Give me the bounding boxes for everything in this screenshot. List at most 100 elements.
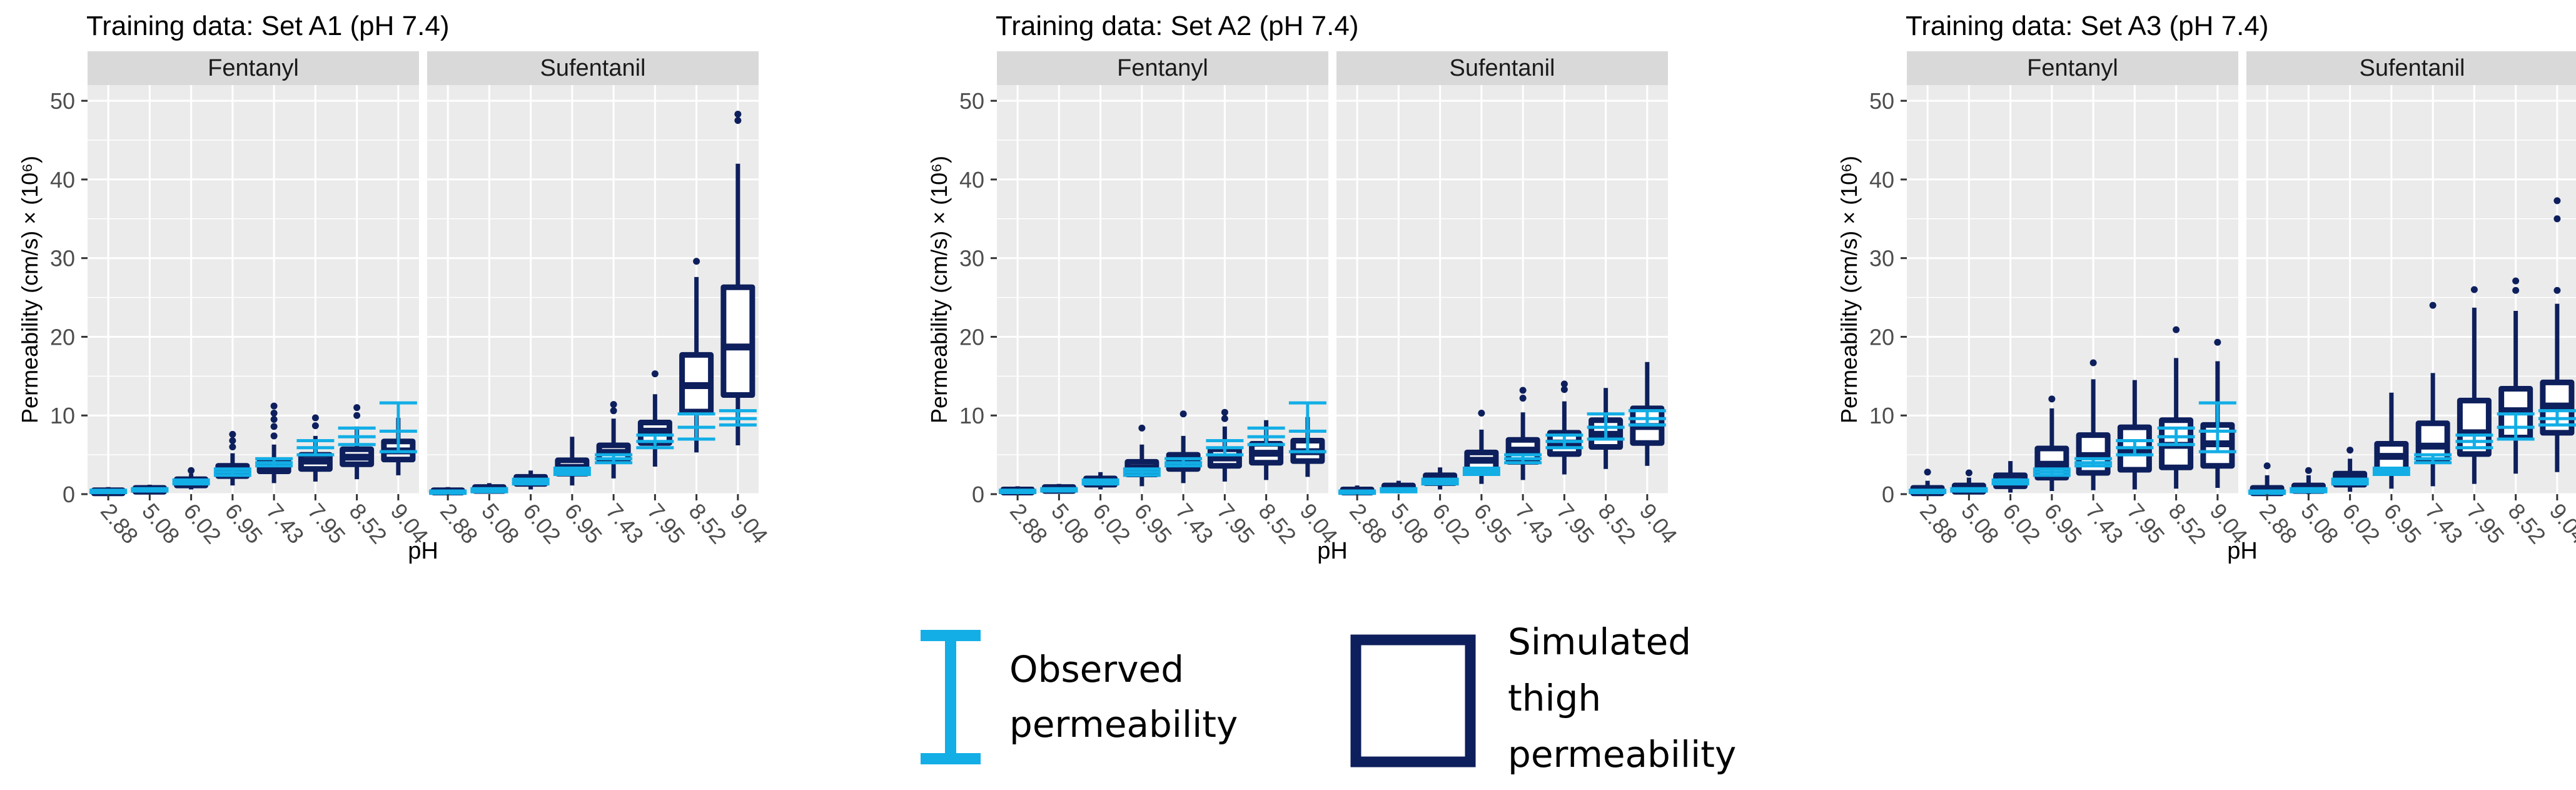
sim-outlier: [1519, 387, 1527, 394]
facet-label: Sufentanil: [540, 55, 645, 81]
chart-3: Training data: Set A3 (pH 7.4) Permeabili…: [1836, 11, 2576, 564]
chart-title: Training data: Set A3 (pH 7.4): [1906, 11, 2268, 41]
sim-outlier: [1138, 424, 1146, 432]
chart-title: Training data: Set A1 (pH 7.4): [86, 11, 449, 41]
y-tick-label: 30: [1869, 246, 1894, 271]
x-tick-label: 8.52: [2503, 499, 2550, 549]
sim-outlier: [1221, 415, 1228, 422]
x-axis-label: pH: [1317, 538, 1348, 564]
facet-strip: [997, 51, 1328, 85]
x-tick-label: 2.88: [1345, 499, 1392, 549]
x-tick-label: 5.08: [1046, 499, 1094, 549]
y-tick-label: 50: [959, 88, 984, 114]
x-tick-label: 6.02: [178, 499, 226, 549]
y-tick-label: 40: [959, 167, 984, 193]
sim-outlier: [2553, 215, 2561, 223]
sim-outlier: [270, 409, 278, 417]
x-tick-label: 5.08: [477, 499, 524, 549]
x-tick-label: 2.88: [435, 499, 483, 549]
x-tick-label: 7.95: [1552, 499, 1599, 549]
y-tick-label: 20: [959, 324, 984, 350]
y-tick-label: 20: [50, 324, 75, 350]
y-tick-label: 10: [50, 403, 75, 428]
sim-outlier: [270, 416, 278, 423]
sim-outlier: [1478, 409, 1485, 417]
facet-sufentanil: Sufentanil 2.885.086.026.957.437.958.529.…: [427, 51, 773, 549]
sim-outlier: [610, 407, 617, 415]
x-tick-label: 7.95: [2122, 499, 2169, 549]
sim-outlier: [188, 467, 195, 474]
sim-outlier: [311, 414, 319, 422]
x-tick-label: 7.95: [642, 499, 690, 549]
panel-background: [997, 85, 1328, 494]
y-axis-label: Permeability (cm/s) × (10⁶): [926, 156, 952, 423]
sim-box: [720, 284, 755, 398]
sim-outlier: [2048, 395, 2056, 403]
sim-outlier: [353, 412, 361, 419]
sim-outlier: [1221, 408, 1228, 416]
x-tick-label: 7.43: [1510, 499, 1558, 549]
facet-label: Fentanyl: [208, 55, 299, 81]
sim-outlier: [2553, 286, 2561, 294]
legend: Observed permeability Simulated thigh pe…: [921, 620, 1736, 776]
facet-label: Fentanyl: [2027, 55, 2118, 81]
y-tick-label: 0: [1882, 482, 1894, 507]
x-tick-label: 7.95: [303, 499, 350, 549]
x-tick-label: 6.02: [1427, 499, 1475, 549]
y-tick-label: 40: [1869, 167, 1894, 193]
x-tick-label: 7.43: [261, 499, 309, 549]
x-tick-label: 5.08: [137, 499, 184, 549]
facet-strip: [2246, 51, 2576, 85]
sim-outlier: [2512, 286, 2520, 294]
x-tick-label: 6.95: [2039, 499, 2087, 549]
y-tick-label: 30: [959, 246, 984, 271]
sim-outlier: [2263, 462, 2271, 470]
legend-simulated-symbol: [1350, 634, 1476, 767]
sim-outlier: [2173, 326, 2180, 333]
facet-strip: [88, 51, 419, 85]
chart-2: Training data: Set A2 (pH 7.4) Permeabili…: [926, 11, 1682, 564]
y-tick-label: 10: [1869, 403, 1894, 428]
x-tick-label: 9.04: [725, 499, 773, 549]
legend-simulated-line2: thigh: [1508, 677, 1601, 719]
sim-outlier: [2346, 447, 2354, 454]
sim-outlier: [2214, 338, 2221, 346]
x-tick-label: 8.52: [1253, 499, 1301, 549]
y-axis-label: Permeability (cm/s) × (10⁶): [1836, 156, 1862, 423]
sim-outlier: [693, 258, 700, 265]
facet-strip: [427, 51, 759, 85]
x-tick-label: 8.52: [1593, 499, 1640, 549]
facet-label: Fentanyl: [1117, 55, 1208, 81]
x-tick-label: 9.04: [2545, 499, 2576, 549]
y-tick-label: 40: [50, 167, 75, 193]
x-tick-label: 7.43: [2420, 499, 2468, 549]
legend-observed-symbol: [921, 630, 981, 764]
panel-background: [427, 85, 759, 494]
panel-background: [88, 85, 419, 494]
x-tick-label: 6.95: [2379, 499, 2427, 549]
sim-outlier: [229, 437, 236, 444]
sim-outlier: [2305, 467, 2312, 474]
x-tick-label: 5.08: [1956, 499, 2004, 549]
facet-strip: [1907, 51, 2238, 85]
sim-outlier: [2089, 359, 2097, 367]
y-tick-label: 10: [959, 403, 984, 428]
facet-strip: [1336, 51, 1668, 85]
x-tick-label: 7.95: [2462, 499, 2509, 549]
x-tick-label: 6.02: [518, 499, 565, 549]
y-tick-label: 50: [50, 88, 75, 114]
x-tick-label: 8.52: [684, 499, 731, 549]
y-tick-label: 50: [1869, 88, 1894, 114]
sim-outlier: [270, 432, 278, 440]
x-tick-label: 5.08: [1386, 499, 1433, 549]
legend-observed-line2: permeability: [1009, 703, 1238, 746]
x-tick-label: 6.95: [220, 499, 268, 549]
y-tick-label: 30: [50, 246, 75, 271]
y-axis-label: Permeability (cm/s) × (10⁶): [17, 156, 43, 423]
x-tick-label: 6.95: [1469, 499, 1517, 549]
facet-label: Sufentanil: [2359, 55, 2465, 81]
